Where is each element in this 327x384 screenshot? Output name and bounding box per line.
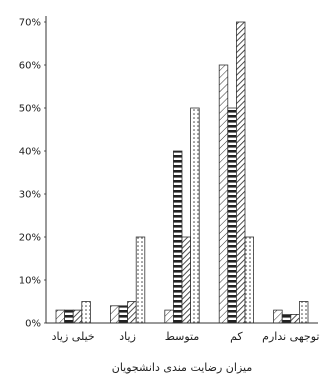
y-tick-label: 0% <box>25 319 41 330</box>
bar <box>172 150 183 324</box>
x-category-label: کم <box>230 330 243 343</box>
bar <box>127 301 137 324</box>
bar <box>227 107 237 324</box>
y-tick-label: 60% <box>19 61 41 72</box>
bar <box>135 236 146 324</box>
bar <box>218 64 229 324</box>
bar <box>298 301 309 324</box>
x-category-label: زیاد <box>119 330 136 343</box>
bar <box>110 305 120 324</box>
bar <box>244 236 255 324</box>
y-tick-label: 30% <box>19 190 41 201</box>
bar <box>181 236 192 324</box>
bar <box>281 313 292 324</box>
y-tick-label: 20% <box>19 233 41 244</box>
x-category-label: توجهی ندارم <box>262 330 319 343</box>
y-tick-label: 10% <box>19 276 41 287</box>
x-category-label: متوسط <box>165 330 200 343</box>
x-category-label: خیلی زیاد <box>52 330 95 343</box>
bar <box>235 21 246 324</box>
bar <box>118 305 129 324</box>
y-tick-label: 70% <box>19 18 41 29</box>
bar <box>290 313 300 324</box>
x-axis-title: میزان رضایت مندی دانشجویان <box>112 361 253 374</box>
bar <box>164 309 174 324</box>
bar <box>273 309 283 324</box>
bar <box>72 309 83 324</box>
y-tick-label: 40% <box>19 147 41 158</box>
bar <box>190 107 200 324</box>
bar <box>64 309 74 324</box>
bar <box>81 301 91 324</box>
bar <box>55 309 66 324</box>
y-tick-label: 50% <box>19 104 41 115</box>
